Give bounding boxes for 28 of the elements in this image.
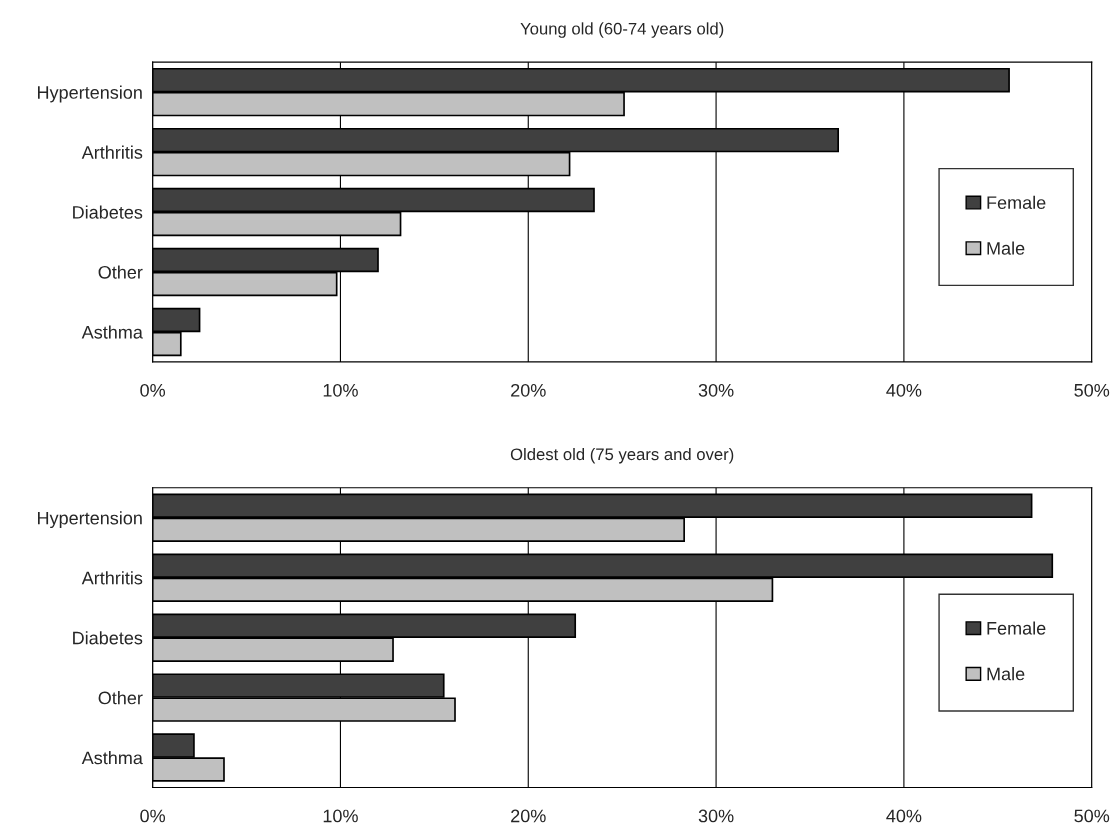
x-tick-label: 20% [511,383,546,397]
legend-label: Male [987,241,1025,255]
x-tick-label: 40% [886,383,922,397]
y-tick-label: Diabetes [73,205,143,219]
legend-label: Female [987,621,1046,635]
x-tick-label: 30% [698,809,734,823]
y-tick-label: Asthma [81,751,143,765]
x-tick-label: 20% [511,809,546,823]
y-tick-label: Arthritis [81,145,143,159]
x-tick-label: 50% [1074,809,1110,823]
chart-title: Oldest old (75 years and over) [510,447,734,464]
chart-title: Young old (60-74 years old) [520,22,724,38]
y-tick-label: Arthritis [81,571,143,585]
x-tick-label: 30% [698,383,734,397]
legend-label: Female [987,195,1046,210]
y-tick-label: Other [98,265,143,279]
x-tick-label: 40% [886,809,922,823]
legend-label: Male [987,667,1025,681]
x-tick-label: 0% [140,809,166,823]
x-tick-label: 10% [323,809,358,823]
y-tick-label: Asthma [81,325,143,339]
x-tick-label: 0% [140,383,166,397]
y-tick-label: Hypertension [38,85,142,103]
y-tick-label: Other [98,691,143,705]
y-tick-label: Diabetes [73,631,143,645]
x-tick-label: 10% [323,383,358,397]
x-tick-label: 50% [1074,383,1110,397]
y-tick-label: Hypertension [38,511,142,529]
